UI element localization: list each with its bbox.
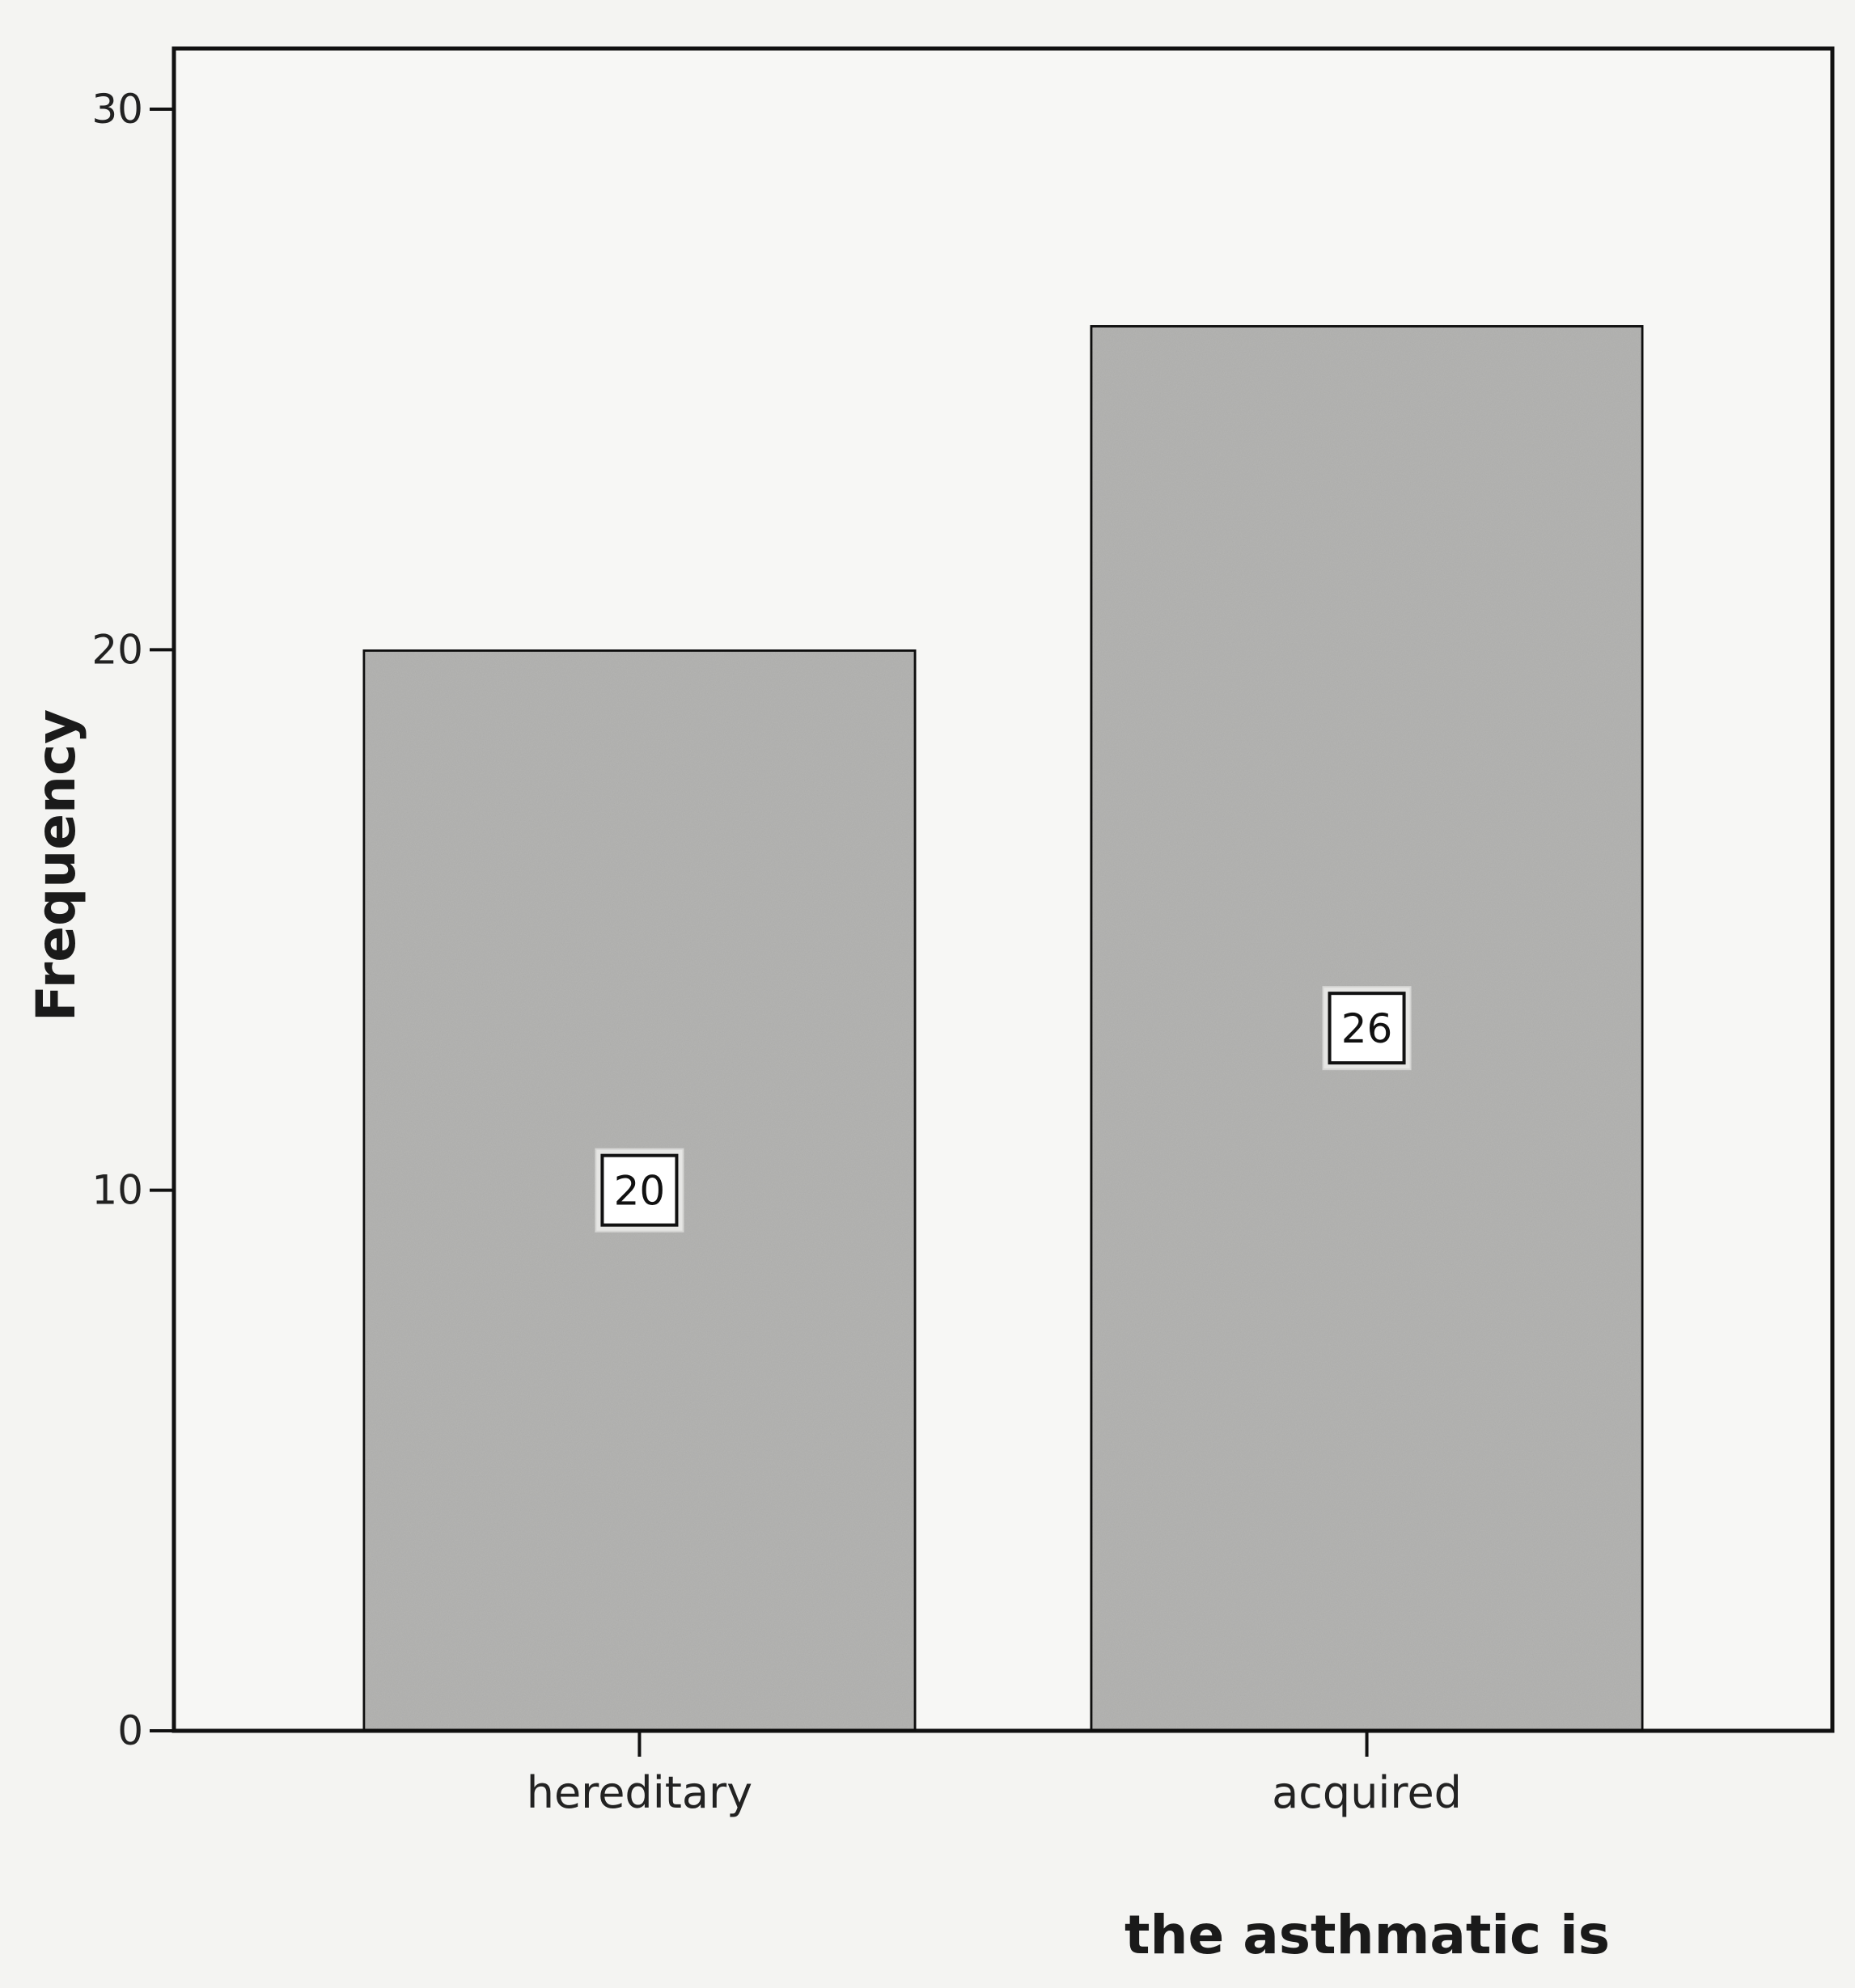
bar-label-box (600, 1153, 679, 1227)
bar-value-label: 20 (614, 1168, 666, 1215)
bar-label-box (1328, 992, 1406, 1065)
y-tick-label: 10 (91, 1167, 143, 1214)
x-tick-label-hereditary: hereditary (527, 1767, 752, 1818)
y-axis: 0 10 20 30 (91, 86, 174, 1754)
x-axis-title: the asthmatic is (1124, 1904, 1610, 1966)
bar-value-label: 26 (1341, 1005, 1393, 1052)
x-tick-label-acquired: acquired (1272, 1767, 1462, 1818)
y-tick-label: 20 (91, 626, 143, 673)
y-tick-label: 30 (91, 86, 143, 133)
y-axis-title: Frequency (25, 709, 87, 1021)
y-tick-label: 0 (117, 1707, 143, 1754)
x-axis: hereditary acquired (527, 1731, 1462, 1818)
